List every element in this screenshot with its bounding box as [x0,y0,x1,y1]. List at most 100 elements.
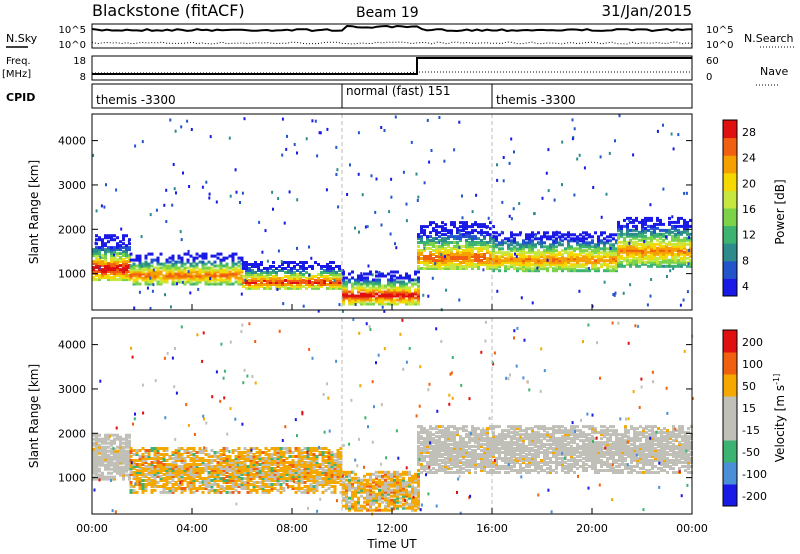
heatmap-cell [632,250,635,254]
heatmap-cell [231,487,235,490]
heatmap-cell [293,261,296,264]
heatmap-cell [492,249,495,253]
heatmap-cell [420,447,423,450]
heatmap-cell [132,465,136,468]
heatmap-cell [482,268,485,272]
heatmap-cell [110,443,113,447]
heatmap-cell [420,459,423,462]
heatmap-cell [219,252,223,256]
heatmap-cell [279,449,283,452]
heatmap-cell [414,492,417,496]
heatmap-cell [138,477,142,480]
heatmap-cell [150,260,154,264]
heatmap-cell [174,262,178,266]
heatmap-cell [113,246,116,250]
heatmap-cell [92,453,95,457]
heatmap-cell [278,284,281,288]
heatmap-cell [351,492,354,496]
heatmap-cell [177,483,181,486]
heatmap-cell [573,259,576,263]
heatmap-cell [237,282,241,286]
heatmap-cell [300,469,304,472]
heatmap-cell [516,261,519,265]
heatmap-cell [260,275,263,278]
y-tick-label: 1000 [58,268,86,281]
heatmap-cell [333,487,337,490]
heatmap-cell [153,266,157,270]
heatmap-cell [153,276,157,280]
heatmap-cell [381,302,384,306]
heatmap-cell [222,473,226,476]
heatmap-cell [282,479,286,482]
heatmap-cell [441,221,444,225]
heatmap-cell [576,243,579,247]
heatmap-cell [125,433,128,437]
heatmap-cell [665,256,668,260]
heatmap-cell [165,220,168,223]
heatmap-cell [411,296,414,300]
heatmap-cell [147,272,151,276]
heatmap-cell [414,302,417,306]
heatmap-cell [553,240,556,244]
heatmap-cell [459,247,462,250]
heatmap-cell [201,262,205,266]
heatmap-cell [498,259,501,263]
heatmap-cell [290,283,293,286]
heatmap-cell [119,473,122,477]
heatmap-cell [576,265,579,269]
heatmap-cell [492,265,495,269]
heatmap-cell [198,473,202,476]
heatmap-cell [101,453,104,457]
heatmap-cell [528,267,531,271]
heatmap-cell [237,268,241,272]
heatmap-cell [270,453,274,456]
heatmap-cell [98,457,101,461]
heatmap-cell [351,496,354,500]
heatmap-cell [683,218,686,222]
heatmap-cell [132,459,136,462]
heatmap-cell [168,473,172,476]
heatmap-cell [180,471,184,474]
heatmap-cell [150,469,154,472]
heatmap-cell [426,461,429,464]
heatmap-cell [213,475,217,478]
heatmap-cell [339,477,343,480]
heatmap-cell [647,224,650,228]
heatmap-cell [116,268,119,272]
heatmap-cell [410,140,413,144]
heatmap-cell [583,166,586,170]
heatmap-cell [257,275,260,278]
heatmap-cell [192,260,196,264]
heatmap-cell [402,290,405,294]
heatmap-cell [285,447,289,450]
heatmap-cell [195,488,199,492]
heatmap-cell [456,249,459,252]
heatmap-cell [540,237,543,241]
heatmap-cell [125,453,128,457]
heatmap-cell [207,455,211,458]
heatmap-cell [272,269,275,272]
heatmap-cell [128,246,131,250]
heatmap-cell [332,271,335,274]
heatmap-cell [626,242,629,246]
heatmap-cell [198,449,202,452]
heatmap-cell [363,506,366,510]
heatmap-cell [216,278,220,282]
heatmap-cell [288,469,292,472]
heatmap-cell [483,257,486,260]
heatmap-cell [174,487,178,490]
heatmap-cell [189,451,193,454]
heatmap-cell [372,284,375,288]
heatmap-cell [141,469,145,472]
heatmap-cell [327,451,331,454]
heatmap-cell [668,250,671,254]
heatmap-cell [429,251,432,254]
heatmap-cell [573,253,576,257]
heatmap-cell [252,455,256,458]
heatmap-cell [677,242,680,246]
heatmap-cell [144,282,148,286]
heatmap-cell [369,302,372,306]
heatmap-cell [237,477,241,480]
heatmap-cell [225,465,229,468]
heatmap-cell [408,288,411,292]
